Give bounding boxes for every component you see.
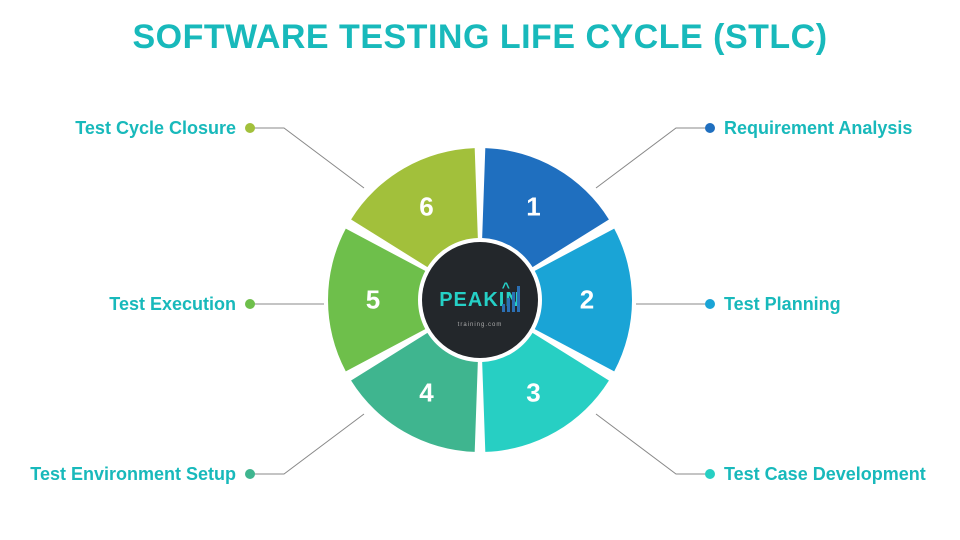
segment-number-3: 3 <box>526 377 540 408</box>
segment-label-1: Requirement Analysis <box>724 118 912 140</box>
segment-number-1: 1 <box>526 192 540 223</box>
segment-label-6: Test Cycle Closure <box>75 118 236 140</box>
segment-label-2: Test Planning <box>724 294 841 316</box>
leader-dot-1 <box>705 123 715 133</box>
segment-number-5: 5 <box>366 285 380 316</box>
center-logo: PEAKIN training.com <box>422 242 538 358</box>
leader-dot-4 <box>245 469 255 479</box>
segment-label-5: Test Execution <box>109 294 236 316</box>
leader-line-1 <box>596 128 710 188</box>
segment-number-4: 4 <box>419 377 433 408</box>
page-title: SOFTWARE TESTING LIFE CYCLE (STLC) <box>0 18 960 57</box>
segment-number-2: 2 <box>580 285 594 316</box>
segment-label-3: Test Case Development <box>724 464 926 486</box>
segment-label-4: Test Environment Setup <box>30 464 236 486</box>
segment-number-6: 6 <box>419 192 433 223</box>
leader-line-4 <box>250 414 364 474</box>
leader-dot-2 <box>705 299 715 309</box>
leader-dot-3 <box>705 469 715 479</box>
leader-dot-5 <box>245 299 255 309</box>
leader-dot-6 <box>245 123 255 133</box>
leader-line-3 <box>596 414 710 474</box>
brand-sub: training.com <box>458 322 503 328</box>
leader-line-6 <box>250 128 364 188</box>
